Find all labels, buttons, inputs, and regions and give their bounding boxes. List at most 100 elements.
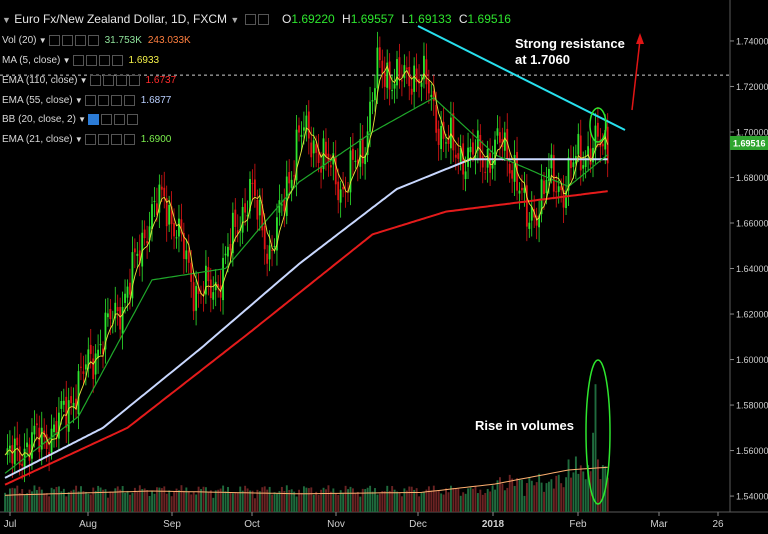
candle-body <box>65 396 68 428</box>
candle-body <box>224 253 227 256</box>
candle-body <box>40 427 43 450</box>
candle-body <box>506 128 509 161</box>
volume-bar <box>476 493 479 512</box>
volume-bar <box>290 489 293 512</box>
close-icon[interactable] <box>123 95 135 106</box>
eye-icon[interactable] <box>84 95 96 106</box>
visibility-icon[interactable] <box>257 14 269 26</box>
volume-bar <box>550 479 553 512</box>
candle-body <box>185 250 188 260</box>
y-tick-label: 1.74000 <box>736 36 768 46</box>
chevron-down-icon[interactable]: ▼ <box>75 115 87 125</box>
candle-body <box>349 150 352 193</box>
volume-bar <box>356 491 359 512</box>
volume-bar <box>195 494 198 512</box>
legend-row-5[interactable]: EMA (21, close) ▼ 1.6900 <box>2 134 171 145</box>
legend-row-3[interactable]: EMA (55, close) ▼ 1.6877 <box>2 95 171 106</box>
add-icon[interactable] <box>114 114 126 125</box>
open-label: O <box>281 12 292 26</box>
candle-body <box>315 144 318 153</box>
indicator-label[interactable]: EMA (110, close) <box>2 75 78 87</box>
candle-body <box>601 143 604 147</box>
up-arrow-head <box>636 33 644 44</box>
volume-bar <box>315 491 318 512</box>
volume-bar <box>376 494 379 512</box>
candle-body <box>597 122 599 137</box>
legend-row-1[interactable]: MA (5, close) ▼ 1.6933 <box>2 55 159 66</box>
settings-icon[interactable] <box>85 55 97 66</box>
volume-bar <box>548 481 550 512</box>
volume-bar <box>361 488 364 512</box>
candle-body <box>440 125 442 150</box>
add-icon[interactable] <box>74 35 86 46</box>
volume-bar <box>222 485 225 512</box>
volume-bar <box>484 493 487 512</box>
candle-body <box>263 226 266 250</box>
volume-bar <box>200 489 202 512</box>
candle-body <box>298 125 300 133</box>
indicator-label[interactable]: Vol (20) <box>2 35 37 47</box>
close-icon[interactable] <box>87 35 99 46</box>
chevron-down-icon[interactable]: ▼ <box>36 36 47 46</box>
candle-body <box>405 67 408 70</box>
settings-icon[interactable] <box>102 75 114 86</box>
legend-row-4[interactable]: BB (20, close, 2) ▼ <box>2 114 139 126</box>
close-icon[interactable] <box>123 134 135 145</box>
volume-bar <box>254 498 256 512</box>
candle-body <box>481 156 484 168</box>
symbol-title[interactable]: Euro Fx/New Zealand Dollar, 1D, FXCM <box>14 12 228 26</box>
volume-bar <box>499 477 501 512</box>
volume-bar <box>249 490 251 512</box>
chevron-down-icon[interactable]: ▼ <box>60 56 71 66</box>
eye-icon[interactable] <box>48 35 60 46</box>
volume-bar <box>369 485 372 512</box>
add-icon[interactable] <box>110 134 122 145</box>
eye-icon[interactable] <box>72 55 84 66</box>
chevron-down-icon[interactable]: ▼ <box>77 76 88 86</box>
volume-bar <box>420 492 423 512</box>
close-icon[interactable] <box>111 55 123 66</box>
indicator-label[interactable]: EMA (55, close) <box>2 95 73 107</box>
y-tick-label: 1.62000 <box>736 310 768 320</box>
candle-body <box>258 199 261 216</box>
candle-body <box>474 155 477 160</box>
close-icon[interactable] <box>128 75 140 86</box>
eye-icon[interactable] <box>89 75 101 86</box>
volume-bar <box>116 486 119 512</box>
close-value: 1.69516 <box>467 12 511 26</box>
volume-bar <box>521 479 523 512</box>
volume-bar <box>175 488 178 512</box>
candle-body <box>165 198 168 227</box>
chevron-down-icon[interactable]: ▼ <box>72 135 83 145</box>
settings-icon[interactable] <box>101 114 113 125</box>
candle-body <box>87 349 90 369</box>
candle-body <box>572 162 575 168</box>
volume-bar <box>511 478 514 512</box>
legend-row-0[interactable]: Vol (20) ▼ 31.753K 243.033K <box>2 35 191 46</box>
settings-icon[interactable] <box>97 95 109 106</box>
settings-icon[interactable] <box>97 134 109 145</box>
close-icon[interactable] <box>127 114 139 125</box>
chevron-down-icon[interactable]: ▼ <box>72 96 83 106</box>
settings-icon[interactable] <box>61 35 73 46</box>
volume-bar <box>160 488 163 512</box>
volume-bar <box>97 485 100 512</box>
indicator-label[interactable]: EMA (21, close) <box>2 134 73 146</box>
add-icon[interactable] <box>98 55 110 66</box>
volume-bar <box>567 459 570 512</box>
settings-icon[interactable] <box>244 14 256 26</box>
chevron-down-icon[interactable]: ▼ <box>230 15 240 25</box>
add-icon[interactable] <box>110 95 122 106</box>
indicator-label[interactable]: BB (20, close, 2) <box>2 114 76 126</box>
candle-body <box>442 121 445 139</box>
indicator-label[interactable]: MA (5, close) <box>2 55 61 67</box>
candle-body <box>374 88 376 101</box>
eye-icon[interactable] <box>88 114 100 125</box>
volume-bar <box>298 489 300 512</box>
volume-bar <box>371 491 374 512</box>
eye-icon[interactable] <box>84 134 96 145</box>
legend-row-2[interactable]: EMA (110, close) ▼ 1.6737 <box>2 75 176 86</box>
add-icon[interactable] <box>115 75 127 86</box>
collapse-arrow-icon[interactable]: ▼ <box>2 15 11 25</box>
